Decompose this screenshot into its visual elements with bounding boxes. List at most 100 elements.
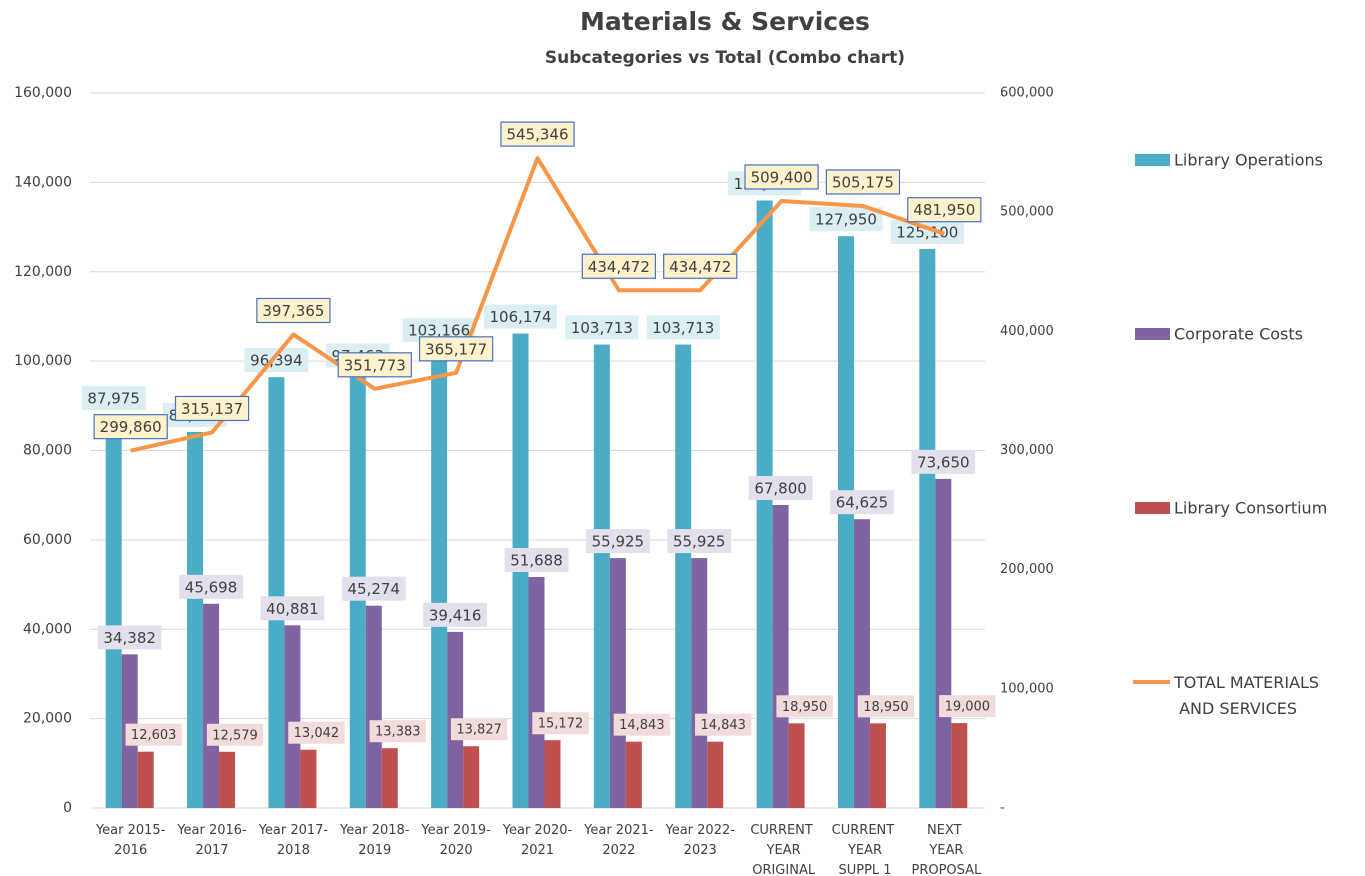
chart-title: Materials & Services: [580, 7, 870, 36]
data-label: 103,713: [571, 319, 633, 337]
data-label-box: [911, 449, 976, 474]
data-label-box: [613, 713, 671, 736]
data-label: 103,166: [408, 321, 470, 339]
bar: [625, 741, 642, 808]
legend-label: Library Operations: [1174, 151, 1323, 170]
data-label: 51,688: [510, 552, 563, 570]
data-label-box: [288, 721, 345, 744]
data-label-box: [423, 602, 488, 627]
y-tick-label: 20,000: [23, 711, 72, 727]
data-label-box: [256, 297, 331, 324]
data-label: 64,625: [836, 494, 889, 512]
data-label-box: [532, 712, 589, 735]
legend-label: Library Consortium: [1174, 499, 1327, 518]
x-tick-label: Year 2018-2019: [339, 823, 410, 858]
y2-tick-label: 500,000: [1000, 205, 1054, 220]
data-label: 545,346: [506, 126, 568, 144]
bar: [284, 625, 301, 808]
data-label-box: [418, 336, 494, 362]
chart-subtitle: Subcategories vs Total (Combo chart): [545, 48, 905, 68]
bar: [609, 558, 626, 808]
bar: [528, 577, 545, 808]
data-label-box: [581, 253, 657, 279]
data-label-box: [744, 164, 819, 190]
data-label: 18,950: [863, 700, 909, 715]
data-label: 18,950: [782, 700, 828, 715]
data-label: 315,137: [181, 400, 243, 418]
data-label: 67,800: [754, 480, 807, 498]
bar: [788, 723, 805, 808]
bar: [203, 603, 220, 808]
bar: [137, 751, 154, 808]
bar: [675, 344, 692, 808]
data-label-box: [500, 121, 575, 147]
data-label: 397,365: [262, 302, 324, 320]
legend-swatch: [1135, 328, 1170, 340]
data-label: 55,925: [673, 533, 726, 551]
data-label: 106,174: [489, 308, 551, 326]
y2-tick-label: 200,000: [1000, 562, 1054, 577]
y2-tick-label: 600,000: [1000, 86, 1054, 101]
legend-label: TOTAL MATERIALS AND SERVICES: [1173, 673, 1319, 718]
data-label-box: [369, 720, 426, 743]
data-label: 13,827: [456, 723, 502, 738]
data-label-box: [695, 713, 752, 736]
data-label-box: [939, 695, 996, 718]
data-label-box: [179, 574, 243, 599]
data-label-box: [97, 625, 162, 650]
data-label: 73,650: [917, 453, 970, 471]
x-tick-label: Year 2017-2018: [258, 823, 329, 858]
line-series: [130, 156, 945, 453]
data-label: 365,177: [425, 340, 487, 358]
data-label: 12,579: [212, 728, 258, 743]
data-label: 351,773: [344, 356, 406, 374]
bar: [837, 236, 854, 808]
y2-tick-label: -: [1000, 801, 1005, 816]
bar: [919, 248, 936, 809]
data-label-box: [890, 219, 964, 244]
data-label-box: [748, 476, 813, 501]
data-label-box: [174, 395, 250, 422]
data-label: 12,603: [131, 728, 177, 743]
data-label-box: [206, 723, 264, 746]
y-tick-label: 40,000: [23, 621, 72, 637]
data-label: 19,000: [945, 700, 991, 715]
data-label: 103,713: [652, 319, 714, 337]
data-label: 13,383: [375, 725, 421, 740]
bar: [853, 519, 870, 808]
y-tick-label: 140,000: [14, 174, 72, 190]
data-label: 14,843: [700, 718, 746, 733]
data-label-box: [663, 253, 738, 279]
bar: [691, 558, 708, 808]
legend-swatch: [1135, 154, 1170, 166]
data-label-box: [93, 414, 168, 440]
bar: [365, 605, 382, 808]
x-tick-label: Year 2019-2020: [420, 823, 491, 858]
y2-tick-label: 100,000: [1000, 681, 1054, 696]
data-label: 55,925: [592, 533, 645, 551]
bar: [463, 746, 480, 808]
data-label-box: [81, 385, 146, 410]
y-tick-label: 60,000: [23, 532, 72, 548]
y2-tick-label: 300,000: [1000, 443, 1054, 458]
y-tick-label: 100,000: [14, 353, 72, 369]
data-label-box: [337, 352, 412, 378]
data-label: 39,416: [429, 606, 482, 624]
data-label-box: [907, 197, 982, 223]
data-label-box: [450, 718, 508, 741]
data-label: 481,950: [913, 201, 975, 219]
data-label: 45,698: [185, 578, 238, 596]
x-tick-label: Year 2020-2021: [502, 823, 573, 858]
x-tick-label: Year 2022-2023: [665, 823, 736, 858]
data-label-box: [341, 576, 406, 601]
bar: [951, 723, 968, 808]
bar: [544, 740, 561, 808]
x-tick-label: NEXT YEAR PROPOSAL: [907, 823, 982, 876]
y-tick-label: 120,000: [14, 264, 72, 280]
data-label: 509,400: [751, 168, 813, 186]
x-tick-label: Year 2015-2016: [95, 823, 166, 858]
data-label: 34,382: [103, 629, 156, 647]
bar: [431, 346, 448, 808]
data-label-box: [565, 315, 639, 340]
data-label-box: [260, 596, 325, 621]
